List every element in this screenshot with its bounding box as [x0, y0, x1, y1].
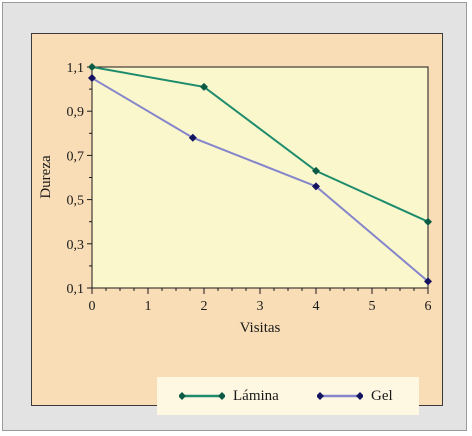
line-chart: 0,1 0,3 0,5 0,7 0,9 1,1 0 1 2 3 4 5 6 Dureza Visita…: [38, 61, 432, 336]
y-tick-label: 0,9: [67, 105, 85, 120]
x-tick-label: 4: [313, 299, 320, 314]
x-tick-label: 1: [145, 299, 152, 314]
x-axis-title: Visitas: [240, 320, 281, 336]
data-point-marker: [312, 182, 320, 191]
x-tick-label: 6: [425, 299, 432, 314]
data-point-marker: [88, 74, 96, 83]
figure-frame: 0,1 0,3 0,5 0,7 0,9 1,1 0 1 2 3 4 5 6 Dureza Visita…: [2, 2, 467, 431]
x-tick-label: 3: [257, 299, 264, 314]
x-axis: 0 1 2 3 4 5 6: [89, 288, 432, 314]
y-tick-label: 0,5: [67, 194, 85, 209]
data-point-marker: [188, 133, 197, 142]
series-line: [91, 77, 429, 283]
plot-area: [91, 66, 429, 289]
legend-label-gel: Gel: [371, 387, 393, 404]
y-tick-label: 1,1: [67, 61, 85, 76]
x-tick-label: 2: [201, 299, 208, 314]
series-line: [91, 66, 429, 223]
legend-swatch-lamina: [179, 392, 225, 400]
chart-panel: 0,1 0,3 0,5 0,7 0,9 1,1 0 1 2 3 4 5 6 Dureza Visita…: [31, 33, 443, 415]
data-point-marker: [424, 217, 432, 226]
y-axis: 0,1 0,3 0,5 0,7 0,9 1,1: [67, 61, 92, 297]
y-tick-label: 0,1: [67, 282, 85, 297]
legend-item-lamina: Lámina: [179, 387, 279, 405]
series-layer: [88, 63, 432, 286]
data-point-marker: [424, 277, 432, 286]
legend-swatch-gel: [317, 392, 363, 400]
data-point-marker: [200, 82, 208, 91]
y-tick-label: 0,7: [67, 149, 85, 164]
legend-item-gel: Gel: [317, 387, 393, 405]
legend-label-lamina: Lámina: [233, 387, 279, 404]
data-point-marker: [88, 63, 96, 71]
y-axis-title: Dureza: [38, 155, 54, 199]
y-tick-label: 0,3: [67, 238, 85, 253]
x-tick-label: 5: [369, 299, 376, 314]
legend: Lámina Gel: [157, 377, 419, 415]
data-point-marker: [312, 166, 320, 175]
x-tick-label: 0: [89, 299, 96, 314]
